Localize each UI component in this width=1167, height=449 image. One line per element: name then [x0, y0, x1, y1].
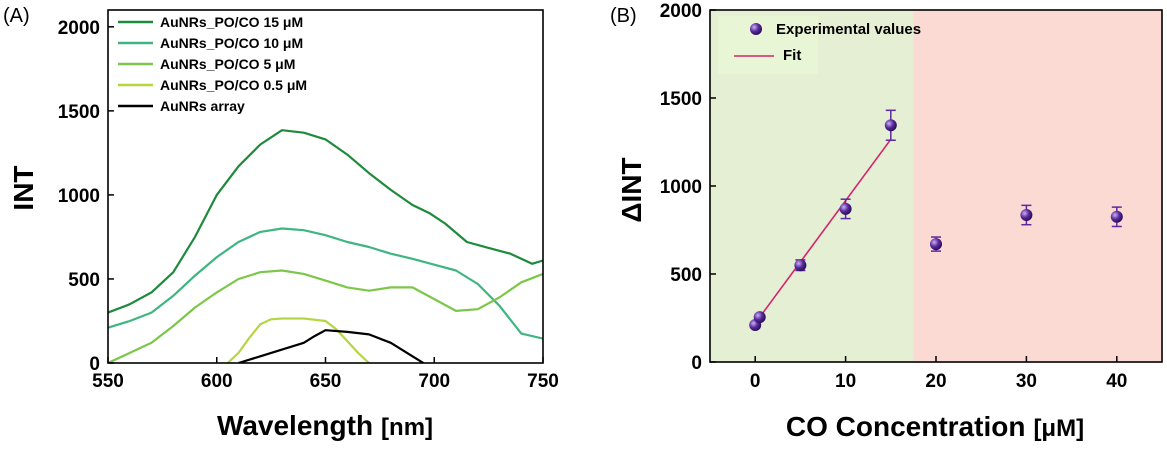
x-tick-label: 20: [925, 371, 946, 392]
x-tick-label: 750: [527, 371, 559, 392]
legend-entry-4: AuNRs array: [160, 98, 245, 114]
panel-a-chart: (A) 550 600 650 700 750 0 500 1000 1500 2000 Wavel…: [3, 5, 559, 441]
x-axis-title: Wavelength [nm]: [217, 410, 433, 441]
data-point: [884, 119, 897, 132]
data-point: [1020, 209, 1033, 222]
data-point: [794, 259, 807, 272]
y-tick-label: 500: [68, 270, 100, 291]
x-axis-label: Wavelength: [217, 410, 373, 441]
panel-a-plot-area: [108, 129, 543, 363]
legend-entry-2: AuNRs_PO/CO 5 μM: [160, 56, 295, 72]
legend-entry-1: AuNRs_PO/CO 10 μM: [160, 35, 303, 51]
series-line-3: [226, 317, 370, 363]
legend-swatch-0: [750, 23, 762, 35]
y-tick-label: 1500: [660, 89, 702, 110]
x-axis-unit: [μM]: [1033, 415, 1084, 442]
series-line-0: [108, 129, 543, 314]
legend: Experimental values Fit: [734, 21, 921, 64]
data-point: [753, 311, 766, 324]
panel-b-label: (B): [610, 5, 637, 27]
y-axis-title: INT: [8, 165, 39, 210]
x-axis-title: CO Concentration [μM]: [786, 411, 1084, 442]
x-tick-label: 550: [92, 371, 124, 392]
series-line-1: [108, 227, 543, 340]
y-tick-label: 0: [89, 354, 100, 375]
data-point: [930, 238, 942, 251]
shaded-region-1: [913, 10, 1162, 362]
x-tick-label: 10: [835, 371, 856, 392]
series-line-2: [108, 269, 543, 363]
data-point: [1110, 210, 1123, 223]
data-point: [839, 202, 852, 215]
x-tick-label: 40: [1106, 371, 1127, 392]
panel-b-chart: (B) 0 10 20 30 40 0 500 1000 1500 2000 CO Concentr…: [610, 1, 1163, 442]
y-tick-label: 2000: [660, 1, 702, 22]
fit-line: [754, 138, 892, 324]
y-tick-label: 1000: [58, 186, 100, 207]
x-tick-label: 30: [1016, 371, 1037, 392]
y-tick-label: 500: [670, 265, 702, 286]
legend-entry-0: AuNRs_PO/CO 15 μM: [160, 14, 303, 30]
panel-a-label: (A): [3, 5, 30, 27]
x-axis-label: CO Concentration: [786, 411, 1026, 442]
y-tick-label: 2000: [58, 18, 100, 39]
x-tick-label: 700: [418, 371, 450, 392]
legend-background: [718, 16, 818, 74]
x-tick-label: 650: [310, 371, 342, 392]
y-tick-label: 1500: [58, 102, 100, 123]
x-tick-label: 0: [750, 371, 761, 392]
y-tick-label: 0: [691, 353, 702, 374]
legend-entry-3: AuNRs_PO/CO 0.5 μM: [160, 77, 307, 93]
legend-entry-1: Fit: [783, 47, 801, 64]
x-tick-label: 600: [201, 371, 233, 392]
legend-entry-0: Experimental values: [776, 21, 921, 38]
y-tick-label: 1000: [660, 177, 702, 198]
legend: AuNRs_PO/CO 15 μM AuNRs_PO/CO 10 μM AuNRs_…: [118, 14, 307, 114]
y-axis-title: ΔINT: [616, 157, 647, 222]
series-line-4: [238, 329, 424, 363]
x-axis-unit: [nm]: [381, 414, 433, 441]
